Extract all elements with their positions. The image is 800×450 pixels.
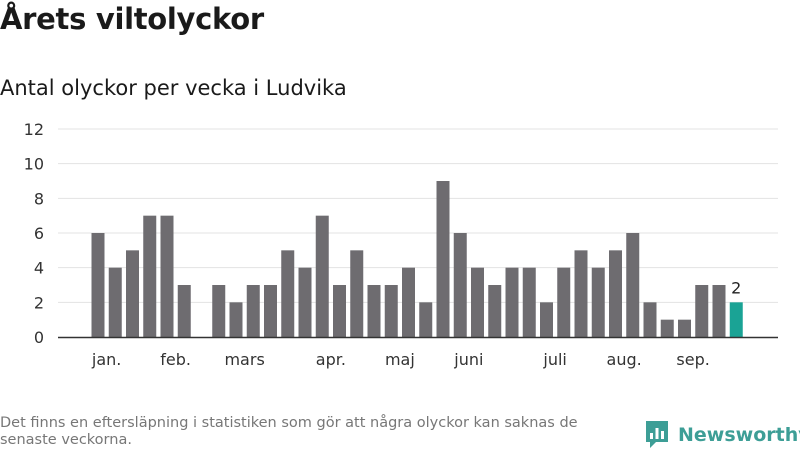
bar	[643, 302, 657, 337]
bar	[660, 319, 674, 337]
bar	[591, 267, 605, 337]
bar	[126, 250, 139, 337]
bar	[281, 250, 295, 337]
bar	[143, 215, 157, 337]
bar	[212, 285, 226, 337]
bar	[540, 302, 553, 337]
bar	[574, 250, 588, 337]
bar	[350, 250, 364, 337]
brand-name: Newsworthy	[678, 424, 800, 446]
x-tick-label: mars	[224, 350, 264, 369]
bar	[436, 181, 450, 337]
x-tick-label: apr.	[316, 350, 346, 369]
footnote: Det finns en eftersläpning i statistiken…	[0, 415, 578, 448]
bar	[488, 285, 502, 337]
bar	[177, 285, 191, 337]
x-tick-label: feb.	[160, 350, 191, 369]
x-tick-label: jan.	[91, 350, 121, 369]
x-tick-label: juni	[453, 350, 483, 369]
y-tick-label: 10	[24, 155, 44, 174]
bar	[246, 285, 260, 337]
newsworthy-logo-icon	[646, 421, 668, 448]
bar	[557, 267, 571, 337]
x-tick-label: aug.	[607, 350, 642, 369]
bar	[108, 267, 122, 337]
bar	[264, 285, 277, 337]
y-tick-label: 4	[34, 259, 44, 278]
bar	[298, 267, 312, 337]
chart-subtitle: Antal olyckor per vecka i Ludvika	[0, 76, 347, 100]
bar	[160, 215, 174, 337]
bar	[712, 285, 726, 337]
bar	[453, 233, 467, 337]
x-tick-label: juli	[542, 350, 566, 369]
bar	[315, 215, 329, 337]
x-tick-label: maj	[385, 350, 415, 369]
bar	[384, 285, 398, 337]
bar	[471, 267, 484, 337]
bar	[609, 250, 622, 337]
bar	[91, 233, 105, 337]
bar-highlight	[729, 302, 743, 337]
y-tick-label: 12	[24, 120, 44, 139]
data-label: 2	[731, 278, 741, 297]
y-tick-label: 2	[34, 293, 44, 312]
bar	[367, 285, 381, 337]
y-tick-label: 6	[34, 224, 44, 243]
bar	[505, 267, 519, 337]
bar	[229, 302, 243, 337]
bar	[333, 285, 346, 337]
y-tick-label: 8	[34, 189, 44, 208]
bar-chart: 0 2 4 6 8 10 12 2 jan. feb. mars apr. maj juni juli aug…	[24, 120, 778, 369]
brand[interactable]: Newsworthy	[644, 420, 800, 450]
bar	[402, 267, 415, 337]
bar	[419, 302, 433, 337]
bar	[626, 233, 640, 337]
bar	[695, 285, 709, 337]
bar	[678, 319, 691, 337]
x-tick-label: sep.	[676, 350, 709, 369]
bar	[522, 267, 536, 337]
chart-title: Årets viltolyckor	[0, 2, 264, 36]
y-tick-label: 0	[34, 328, 44, 347]
